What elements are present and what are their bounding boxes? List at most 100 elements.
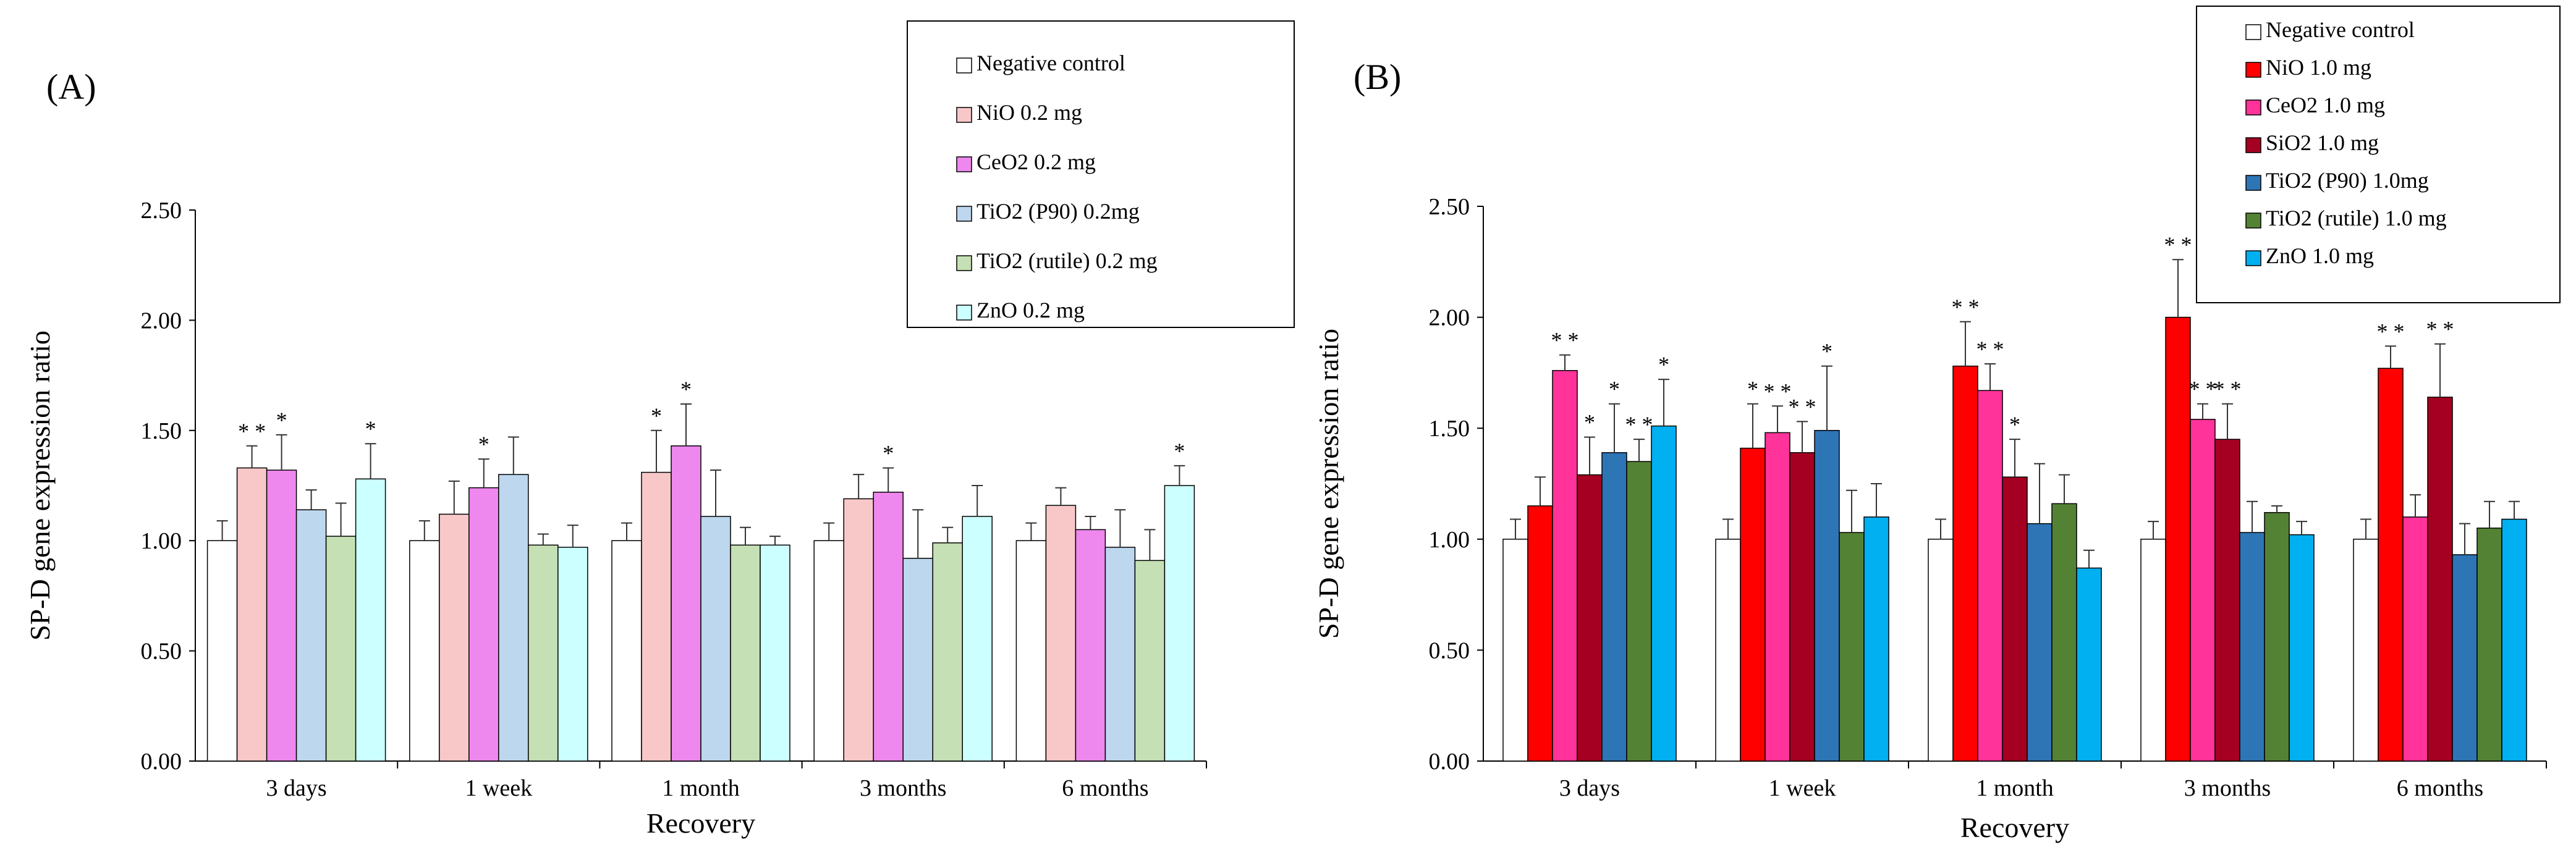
bar (2427, 397, 2453, 762)
legend-swatch (2245, 213, 2261, 229)
panel-label: (A) (46, 67, 96, 107)
legend-swatch (2245, 175, 2261, 191)
bar (2378, 368, 2404, 762)
legend-label: ZnO 0.2 mg (977, 298, 1085, 322)
significance-marker: * (651, 403, 662, 428)
bar (1977, 390, 2003, 762)
significance-marker: * * (1764, 379, 1792, 403)
bar (671, 445, 701, 762)
chart-panel-1: (B) 0.00 0.50 1.00 1.50 2.00 2.50 SP-D gene exp… (1313, 6, 2561, 843)
bar (1765, 432, 1790, 762)
bar (2402, 516, 2428, 762)
bar (1104, 547, 1136, 762)
bar (2027, 523, 2053, 762)
bar (468, 487, 499, 762)
bar (2264, 511, 2290, 762)
bar (2501, 518, 2527, 762)
significance-marker: * * (1625, 412, 1653, 437)
significance-marker: * * (2164, 232, 2192, 257)
y-tick-label: 2.00 (141, 308, 182, 334)
x-tick-label: 3 days (1559, 775, 1620, 801)
significance-marker: * (1609, 377, 1620, 402)
x-tick-label: 6 months (1062, 775, 1148, 801)
bar (873, 491, 904, 762)
significance-marker: * * (1551, 328, 1579, 353)
legend-swatch (956, 156, 972, 172)
bar (2076, 567, 2102, 762)
legend-swatch (956, 255, 972, 271)
bar (1814, 430, 1840, 762)
significance-marker: * (478, 432, 489, 457)
bar (1715, 539, 1741, 762)
bar (1740, 447, 1766, 762)
bar (409, 540, 440, 762)
legend: Negative control NiO 1.0 mg CeO2 1.0 mg SiO… (2196, 6, 2561, 303)
bar (439, 513, 470, 762)
bar (730, 544, 761, 762)
significance-marker: * (1174, 439, 1185, 463)
legend-swatch (956, 206, 972, 222)
panel-label: (B) (1354, 57, 1401, 97)
y-tick-label: 1.50 (141, 418, 182, 444)
legend-label: TiO2 (rutile) 0.2 mg (977, 248, 1158, 273)
significance-marker: * (1658, 352, 1669, 377)
bar (206, 540, 238, 762)
x-axis-title: Recovery (646, 807, 755, 839)
y-tick-label: 1.50 (1429, 416, 1470, 442)
y-tick-label: 2.50 (141, 198, 182, 224)
significance-marker: * (1747, 377, 1758, 402)
bar (1134, 560, 1166, 762)
y-axis-title: SP-D gene expression ratio (1313, 329, 1344, 639)
y-tick-label: 2.50 (1429, 194, 1470, 220)
y-tick-label: 1.00 (1429, 527, 1470, 553)
significance-marker: * (1821, 339, 1832, 364)
legend-swatch (956, 107, 972, 123)
bar (236, 467, 268, 762)
x-tick-label: 3 months (2184, 775, 2271, 801)
legend-swatch (956, 305, 972, 321)
significance-marker: * * (2377, 319, 2405, 343)
bar (2140, 539, 2166, 762)
significance-marker: * * (2214, 377, 2242, 402)
legend-label: CeO2 1.0 mg (2266, 93, 2385, 117)
bar (325, 536, 357, 762)
legend-label: TiO2 (rutile) 1.0 mg (2266, 206, 2447, 230)
bar (1552, 370, 1578, 762)
significance-marker: * * (238, 419, 266, 444)
bar (1952, 365, 1978, 762)
bar (295, 509, 327, 762)
bar (2051, 503, 2077, 762)
x-tick-label: 6 months (2397, 775, 2483, 801)
bar (1928, 539, 1954, 762)
bar (1651, 425, 1677, 762)
bar (760, 544, 790, 762)
legend-swatch (956, 57, 972, 74)
x-tick-label: 1 week (465, 775, 532, 801)
x-axis-title: Recovery (1960, 812, 2069, 843)
significance-marker: * * (1952, 295, 1980, 319)
significance-marker: * * (1976, 337, 2004, 361)
bar (1839, 532, 1865, 762)
significance-marker: * (1584, 410, 1595, 435)
legend-label: NiO 0.2 mg (977, 100, 1082, 125)
bar (932, 542, 963, 762)
bar (611, 540, 642, 762)
y-tick-label: 0.00 (1429, 749, 1470, 775)
y-tick-label: 1.00 (141, 528, 182, 554)
bar (962, 516, 993, 762)
significance-marker: * (680, 377, 692, 402)
x-tick-label: 1 month (1976, 775, 2054, 801)
legend-swatch (2245, 62, 2261, 78)
y-tick-label: 0.50 (141, 639, 182, 665)
bar (1045, 505, 1077, 762)
y-axis-title: SP-D gene expression ratio (24, 330, 56, 641)
legend-swatch (2245, 137, 2261, 153)
bar (1863, 516, 1889, 762)
chart-panel-0: (A) 0.00 0.50 1.00 1.50 2.00 2.50 SP-D gene exp… (24, 20, 1295, 839)
bar (1601, 452, 1627, 762)
bar (2289, 534, 2315, 762)
bar (2476, 528, 2502, 762)
legend-swatch (2245, 250, 2261, 266)
x-tick-label: 3 months (860, 775, 946, 801)
legend-label: Negative control (2266, 17, 2415, 42)
